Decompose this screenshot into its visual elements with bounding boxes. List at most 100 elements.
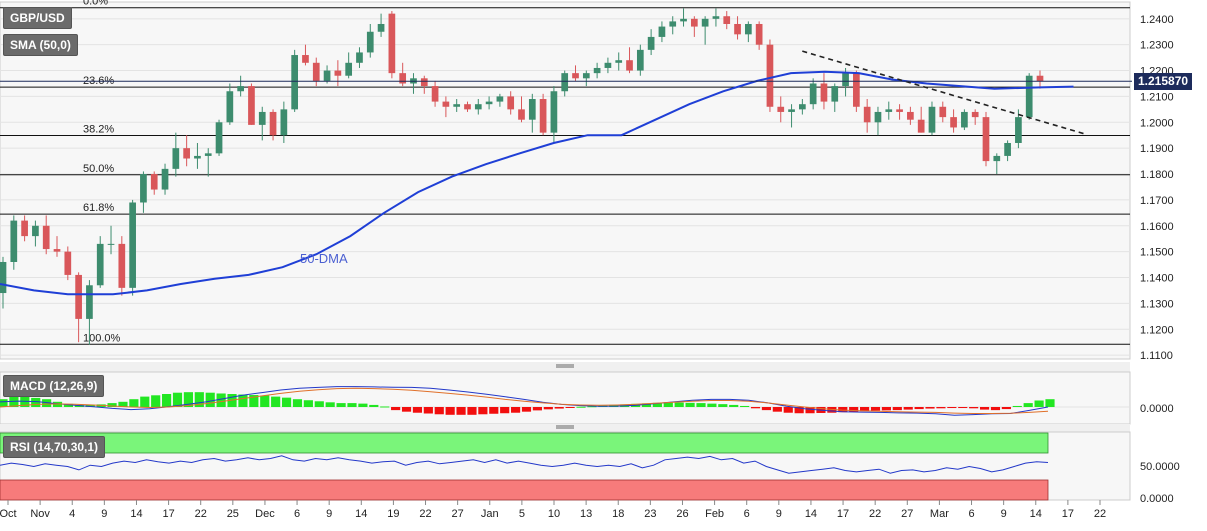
x-tick-label: 22 [195,508,207,520]
symbol-label[interactable]: GBP/USD [3,7,72,29]
macd-histogram-bar [358,403,368,407]
macd-histogram-bar [42,399,52,407]
candle-body [842,73,849,87]
x-tick-label: 23 [644,508,656,520]
macd-histogram-bar [925,407,935,409]
price-tick-label: 1.1600 [1140,221,1174,233]
macd-histogram-bar [249,395,259,407]
sma-label: 50-DMA [300,251,348,266]
macd-histogram-bar [794,407,804,414]
price-y-axis: 1.24001.23001.22001.21001.20001.19001.18… [1140,14,1174,362]
candle-body [885,109,893,112]
macd-histogram-bar [445,407,455,415]
candle-body [237,86,244,92]
rsi-tick-50: 50.0000 [1140,461,1180,473]
macd-histogram-bar [663,402,673,407]
candle-body [161,168,169,190]
macd-histogram-bar [587,406,597,408]
x-tick-label: Feb [705,508,724,520]
candle-body [118,243,126,288]
fibonacci-levels: 0.0%23.6%38.2%50.0%61.8%100.0% [0,0,1130,345]
candle-body [507,96,515,110]
macd-histogram-bar [783,407,793,413]
x-tick-label: 17 [837,508,849,520]
x-tick-label: 6 [294,508,300,520]
x-tick-label: 22 [869,508,881,520]
candle-body [345,62,353,76]
candle-body [431,86,439,102]
candle-body [582,73,590,79]
macd-histogram-bar [292,399,303,407]
x-tick-label: Nov [30,508,50,520]
candle-body [615,60,623,63]
rsi-line [0,455,1049,474]
macd-histogram-bar [336,403,346,407]
macd-histogram-bar [118,401,128,407]
x-tick-label: 19 [387,508,399,520]
candle-body [75,274,82,319]
candle-body [140,174,147,203]
rsi-overbought-zone [0,432,1049,454]
candle-body [226,91,234,123]
macd-histogram-bar [347,403,357,407]
x-tick-label: 18 [612,508,624,520]
rsi-oversold-zone [0,479,1049,501]
macd-histogram-bar [205,392,215,407]
candle-body [496,96,504,102]
macd-indicator-label[interactable]: MACD (12,26,9) [3,375,105,397]
fib-label: 50.0% [83,163,114,175]
rsi-indicator-label[interactable]: RSI (14,70,30,1) [3,436,106,458]
candle-body [86,285,93,319]
price-panel [0,1,1131,360]
candle-body [701,18,709,27]
candle-body [107,243,115,245]
macd-histogram-bar [947,407,957,409]
macd-histogram-bar [805,407,815,414]
candle-body [42,225,50,250]
macd-histogram-bar [532,407,542,411]
x-tick-label: 26 [676,508,688,520]
x-tick-label: 27 [901,508,913,520]
candle-body [312,62,320,81]
candle-body [939,106,947,118]
candle-body [961,111,968,128]
candle-body [799,104,806,110]
candle-body [831,86,839,102]
candle-body [604,62,612,68]
x-tick-label: 14 [805,508,817,520]
candle-body [993,155,1001,162]
macd-histogram-bar [478,407,488,415]
candle-body [10,220,18,262]
candle-body [1036,75,1044,82]
macd-histogram-bar [162,394,172,407]
x-tick-label: Oct [0,508,17,520]
macd-histogram-bar [696,403,706,407]
fib-label: 38.2% [83,123,114,135]
macd-histogram-bar [423,407,433,414]
candle-body [539,99,547,133]
candle-body [572,73,579,79]
x-tick-label: 9 [776,508,782,520]
candle-body [917,119,925,133]
candle-body [204,153,212,156]
x-tick-label: 17 [162,508,174,520]
x-tick-label: 14 [355,508,367,520]
macd-line [0,386,1049,416]
candle-body [302,55,309,63]
candle-body [518,109,525,120]
candle-body [712,16,720,19]
macd-histogram-bar [303,400,313,407]
candle-body [766,44,774,107]
price-tick-label: 1.2000 [1140,117,1174,129]
macd-histogram-bar [194,392,204,407]
macd-histogram-bar [740,405,750,407]
candle-body [474,104,482,110]
candle-body [248,86,255,125]
sma-50-line [0,70,1074,296]
candle-body [626,60,633,71]
macd-histogram-bar [107,403,117,407]
macd-histogram-bar [500,407,510,414]
sma-indicator-label[interactable]: SMA (50,0) [3,34,78,56]
last-price-badge: 1.215870 [1134,73,1193,91]
macd-histogram-bar [183,392,193,407]
